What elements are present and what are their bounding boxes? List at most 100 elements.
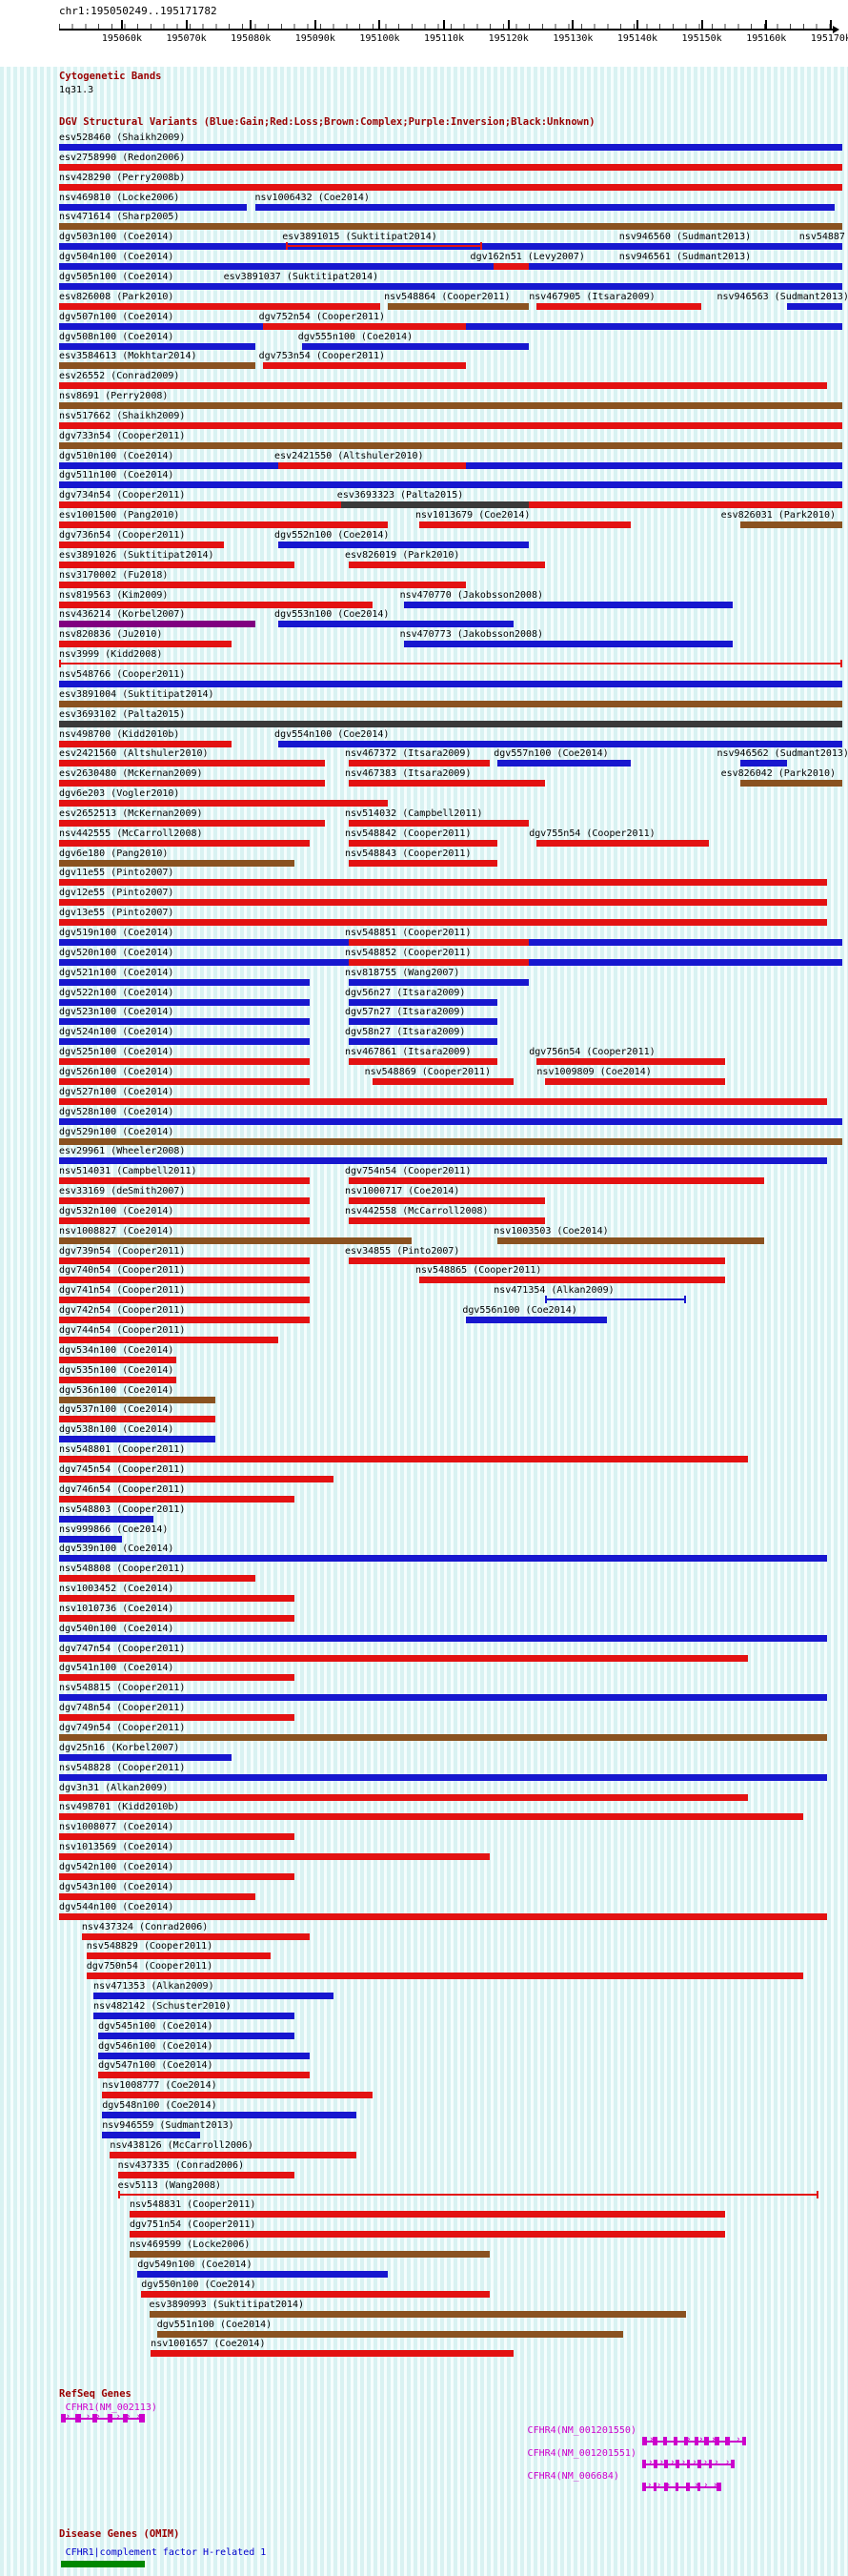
variant-bar[interactable] xyxy=(59,978,311,986)
variant-bar[interactable] xyxy=(740,760,788,767)
variant-bar[interactable] xyxy=(59,1833,294,1841)
variant-bar[interactable] xyxy=(86,1973,803,1980)
variant-bar[interactable] xyxy=(86,1952,271,1960)
variant-bar[interactable] xyxy=(59,1694,827,1702)
variant-bar[interactable] xyxy=(59,919,827,927)
variant-bar[interactable] xyxy=(372,1077,514,1085)
variant-bar[interactable] xyxy=(419,1277,725,1284)
variant-bar[interactable] xyxy=(349,978,530,986)
variant-bar[interactable] xyxy=(59,680,842,687)
variant-bar[interactable] xyxy=(349,998,498,1006)
variant-bar[interactable] xyxy=(59,1277,311,1284)
variant-bar[interactable] xyxy=(544,1296,686,1304)
variant-bar[interactable] xyxy=(59,421,842,429)
variant-bar[interactable] xyxy=(536,1058,725,1066)
variant-bar[interactable] xyxy=(740,780,842,787)
variant-bar[interactable] xyxy=(59,998,311,1006)
variant-bar[interactable] xyxy=(59,879,827,887)
variant-bar[interactable] xyxy=(117,2171,294,2178)
variant-bar[interactable] xyxy=(403,641,733,648)
gene-model[interactable]: ›››››››› xyxy=(642,2435,746,2445)
variant-bar[interactable] xyxy=(59,760,326,767)
variant-bar[interactable] xyxy=(137,2270,389,2278)
variant-bar[interactable] xyxy=(59,601,373,608)
variant-bar[interactable] xyxy=(59,1376,177,1383)
variant-bar[interactable] xyxy=(98,2032,294,2039)
variant-bar[interactable] xyxy=(59,899,827,907)
variant-bar[interactable] xyxy=(349,1177,764,1185)
variant-bar[interactable] xyxy=(141,2290,491,2298)
variant-bar[interactable] xyxy=(59,362,255,370)
variant-bar[interactable] xyxy=(544,1077,725,1085)
variant-bar[interactable] xyxy=(59,1237,412,1244)
variant-bar[interactable] xyxy=(278,542,530,548)
variant-bar[interactable] xyxy=(59,859,294,867)
variant-bar[interactable] xyxy=(59,1077,311,1085)
variant-bar[interactable] xyxy=(59,1515,153,1523)
variant-bar[interactable] xyxy=(59,1753,232,1761)
variant-bar[interactable] xyxy=(117,2190,819,2198)
variant-bar[interactable] xyxy=(59,1813,803,1821)
variant-bar[interactable] xyxy=(59,1892,255,1900)
variant-bar[interactable] xyxy=(59,1297,311,1304)
variant-bar[interactable] xyxy=(59,561,294,568)
variant-bar[interactable] xyxy=(349,1197,545,1205)
variant-bar[interactable] xyxy=(419,521,632,529)
variant-bar[interactable] xyxy=(59,1674,294,1682)
variant-bar[interactable] xyxy=(262,322,467,330)
variant-bar[interactable] xyxy=(349,859,498,867)
variant-bar[interactable] xyxy=(388,302,530,310)
gene-model[interactable]: ›››››››› xyxy=(642,2458,735,2468)
variant-bar[interactable] xyxy=(286,242,482,251)
variant-bar[interactable] xyxy=(59,1575,255,1583)
variant-bar[interactable] xyxy=(98,2052,311,2059)
variant-bar[interactable] xyxy=(349,780,545,787)
variant-bar[interactable] xyxy=(349,939,530,946)
variant-bar[interactable] xyxy=(349,958,530,966)
variant-bar[interactable] xyxy=(59,1396,216,1403)
variant-bar[interactable] xyxy=(301,342,530,350)
variant-bar[interactable] xyxy=(59,441,842,449)
variant-bar[interactable] xyxy=(59,481,842,489)
variant-bar[interactable] xyxy=(59,1337,279,1343)
variant-bar[interactable] xyxy=(59,1853,491,1861)
variant-bar[interactable] xyxy=(536,302,702,310)
variant-bar[interactable] xyxy=(59,660,842,668)
variant-bar[interactable] xyxy=(59,1535,122,1543)
variant-bar[interactable] xyxy=(59,1416,216,1423)
variant-bar[interactable] xyxy=(149,2310,686,2318)
variant-bar[interactable] xyxy=(59,1097,827,1105)
variant-bar[interactable] xyxy=(59,382,827,390)
variant-bar[interactable] xyxy=(59,1912,827,1920)
variant-bar[interactable] xyxy=(466,1317,608,1324)
variant-bar[interactable] xyxy=(59,1654,749,1662)
variant-bar[interactable] xyxy=(59,621,255,628)
variant-bar[interactable] xyxy=(59,521,389,529)
variant-bar[interactable] xyxy=(93,1993,333,2000)
variant-bar[interactable] xyxy=(102,2132,200,2138)
variant-bar[interactable] xyxy=(59,839,311,847)
variant-bar[interactable] xyxy=(59,1773,827,1781)
variant-bar[interactable] xyxy=(59,1634,827,1642)
variant-bar[interactable] xyxy=(59,740,232,747)
variant-bar[interactable] xyxy=(740,521,842,529)
variant-bar[interactable] xyxy=(59,1734,827,1741)
variant-bar[interactable] xyxy=(59,1495,294,1503)
variant-bar[interactable] xyxy=(93,2012,294,2019)
variant-bar[interactable] xyxy=(631,263,678,271)
variant-bar[interactable] xyxy=(59,1137,842,1145)
variant-bar[interactable] xyxy=(497,760,632,767)
variant-bar[interactable] xyxy=(349,819,530,827)
variant-bar[interactable] xyxy=(59,1356,177,1363)
variant-bar[interactable] xyxy=(59,183,842,191)
variant-bar[interactable] xyxy=(278,740,842,747)
variant-bar[interactable] xyxy=(349,1058,498,1066)
variant-bar[interactable] xyxy=(59,1157,827,1165)
variant-bar[interactable] xyxy=(340,501,530,509)
variant-bar[interactable] xyxy=(59,1058,311,1066)
variant-bar[interactable] xyxy=(59,1317,311,1324)
variant-bar[interactable] xyxy=(59,163,842,171)
variant-bar[interactable] xyxy=(59,1117,842,1125)
variant-bar[interactable] xyxy=(349,1018,498,1026)
variant-bar[interactable] xyxy=(787,302,842,310)
